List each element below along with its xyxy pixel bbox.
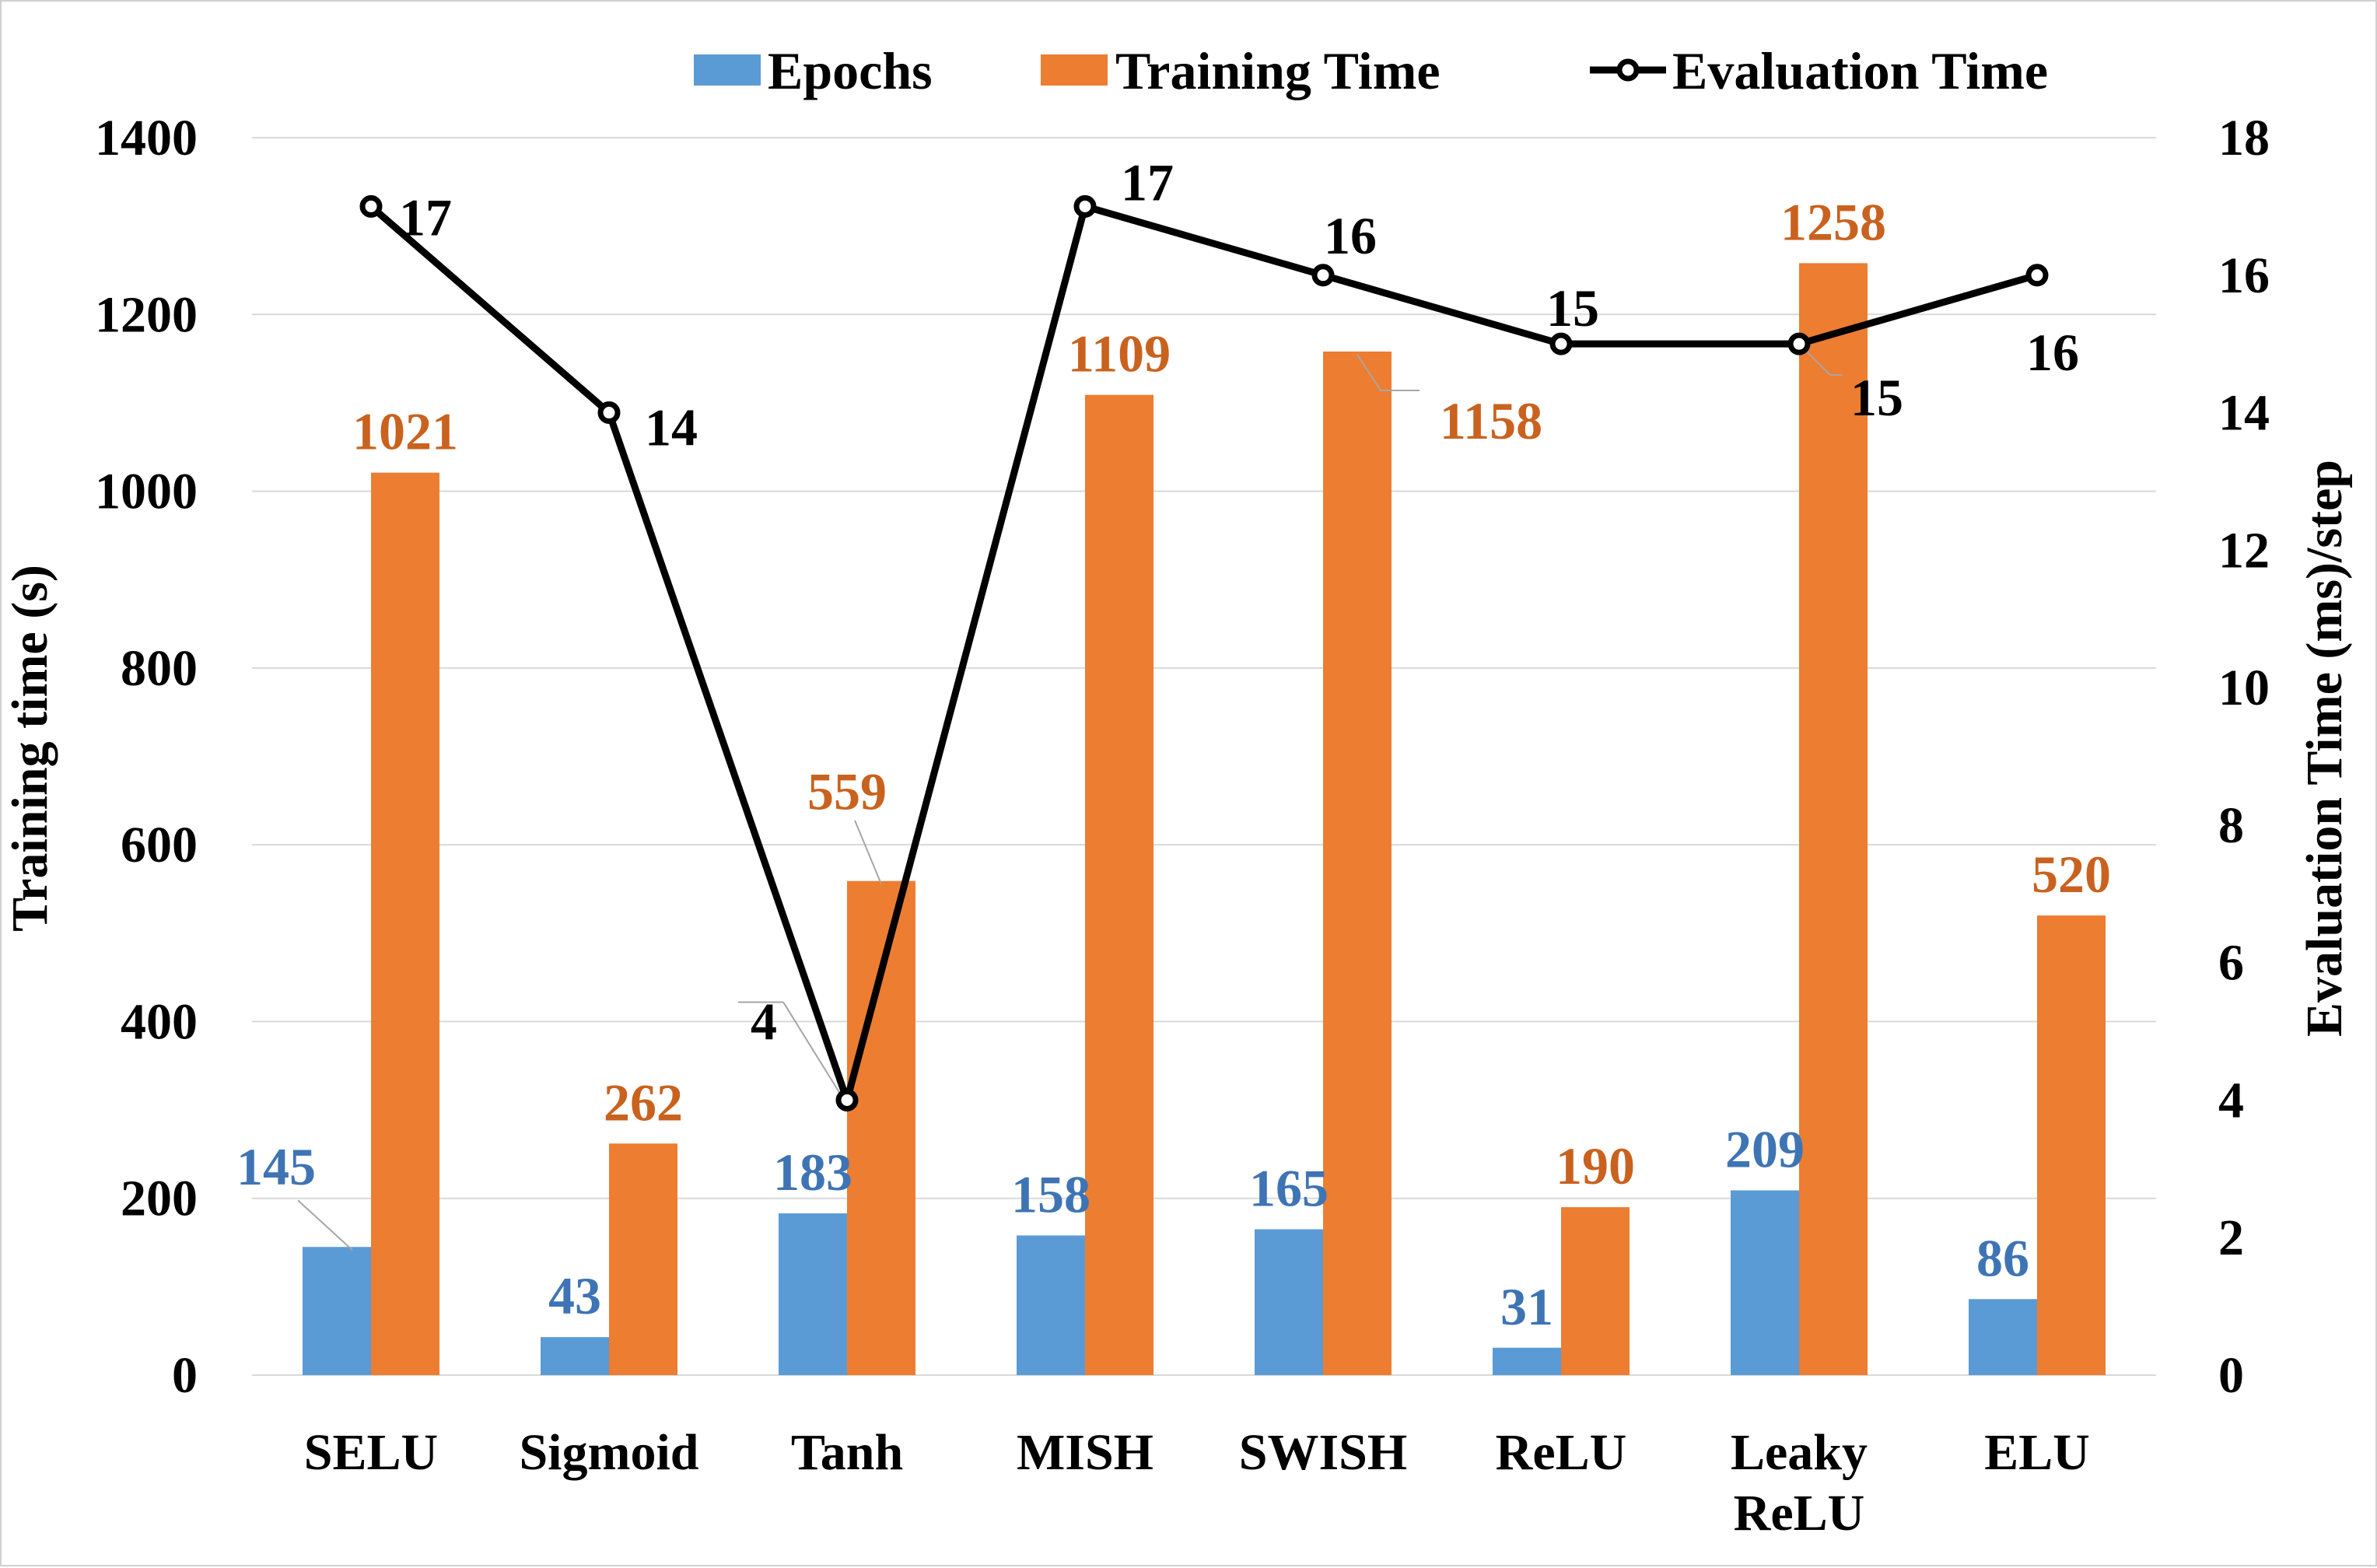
epochs-leader-line — [297, 1199, 353, 1251]
category-label: MISH — [1017, 1424, 1153, 1481]
category-label: SWISH — [1239, 1424, 1407, 1481]
y2-axis-title: Evaluation Time (ms)/step — [2296, 460, 2353, 1037]
category-label: SELU — [304, 1424, 438, 1481]
y2-tick-label: 8 — [2218, 797, 2244, 854]
epochs-bar — [1969, 1299, 2037, 1375]
epochs-data-label: 209 — [1725, 1119, 1805, 1178]
y-tick-label: 1400 — [95, 110, 198, 166]
legend: Epochs Training Time Evaluation Time — [694, 41, 2048, 100]
epochs-data-label: 183 — [773, 1143, 852, 1202]
y2-tick-label: 10 — [2218, 660, 2270, 716]
training-time-bar — [847, 880, 915, 1375]
gridlines — [252, 137, 2156, 1376]
evaluation-time-marker — [1073, 194, 1097, 218]
category-labels: SELU Sigmoid Tanh MISH SWISH ReLU Leaky ReLU ELU — [304, 1424, 2090, 1542]
y2-tick-label: 2 — [2218, 1209, 2244, 1266]
y2-tick-label: 4 — [2218, 1072, 2244, 1129]
evaluation-leader-line — [738, 1001, 840, 1093]
training-time-data-label: 190 — [1556, 1136, 1635, 1195]
evaluation-time-marker — [597, 401, 621, 425]
evaluation-time-marker — [835, 1088, 859, 1111]
y-tick-label: 1200 — [95, 286, 198, 343]
axis-ticks: 0 200 400 600 800 1000 1200 1400 0 2 4 6 8 10 12 14 16 18 — [95, 110, 2270, 1404]
y2-tick-label: 12 — [2218, 522, 2270, 579]
evaluation-time-data-label: 14 — [645, 398, 698, 457]
y-axis-title: Training time (s) — [2, 565, 58, 932]
category-label: Sigmoid — [519, 1424, 698, 1481]
epochs-bar — [779, 1213, 847, 1375]
training-time-bar — [2037, 915, 2106, 1375]
training-time-bar — [1799, 263, 1868, 1376]
y-tick-label: 600 — [121, 817, 198, 873]
legend-swatch-training-time — [1041, 54, 1108, 86]
epochs-bar — [1493, 1347, 1561, 1375]
epochs-bar — [1017, 1235, 1085, 1375]
evaluation-time-line-path — [369, 201, 2039, 1112]
training-time-data-label: 1258 — [1780, 192, 1886, 251]
y2-tick-label: 6 — [2218, 935, 2244, 992]
epochs-data-label: 145 — [236, 1137, 316, 1196]
data-labels: 145 1021 43 262 183 559 158 1109 165 1158 31 190 209… — [236, 152, 2111, 1335]
y-tick-label: 400 — [121, 993, 198, 1050]
training-time-data-label: 1021 — [352, 402, 458, 461]
evaluation-time-data-label: 16 — [2026, 323, 2079, 382]
evaluation-time-data-label: 17 — [1121, 152, 1174, 212]
y2-tick-label: 14 — [2218, 385, 2270, 442]
training-time-leader-line — [854, 820, 882, 885]
evaluation-time-data-label: 4 — [751, 992, 777, 1051]
legend-label-evaluation-time: Evaluation Time — [1672, 41, 2048, 100]
legend-label-training-time: Training Time — [1115, 41, 1441, 100]
y2-tick-label: 0 — [2218, 1347, 2244, 1404]
bars — [303, 263, 2106, 1376]
category-label: Tanh — [791, 1424, 903, 1481]
training-time-bar — [1085, 394, 1153, 1376]
legend-swatch-evaluation-marker — [1616, 58, 1640, 82]
training-time-bar — [1323, 352, 1392, 1375]
evaluation-time-data-label: 15 — [1546, 278, 1599, 338]
training-time-bar — [609, 1143, 677, 1375]
epochs-bar — [541, 1337, 609, 1375]
epochs-bar — [1255, 1229, 1323, 1375]
epochs-data-label: 158 — [1011, 1164, 1090, 1223]
epochs-data-label: 43 — [548, 1266, 601, 1325]
evaluation-time-marker — [2025, 264, 2049, 287]
legend-swatch-epochs — [694, 54, 761, 86]
category-label: ReLU — [1496, 1424, 1627, 1481]
y-tick-label: 800 — [121, 640, 198, 697]
evaluation-time-data-label: 15 — [1850, 368, 1903, 427]
label-leader-lines — [297, 349, 1843, 1251]
training-time-bar — [371, 472, 439, 1375]
y2-tick-label: 18 — [2218, 110, 2270, 166]
training-time-data-label: 559 — [807, 762, 887, 821]
evaluation-time-marker — [1787, 332, 1811, 355]
epochs-data-label: 31 — [1500, 1277, 1553, 1336]
y-tick-label: 1000 — [95, 464, 198, 520]
training-time-bar — [1561, 1207, 1630, 1375]
training-time-data-label: 1109 — [1068, 324, 1171, 383]
epochs-data-label: 165 — [1249, 1158, 1329, 1217]
evaluation-time-line — [359, 194, 2049, 1112]
training-time-data-label: 262 — [604, 1073, 683, 1132]
category-label: ELU — [1984, 1424, 2090, 1481]
training-time-leader-line — [1357, 354, 1420, 392]
legend-label-epochs: Epochs — [768, 41, 933, 100]
evaluation-time-marker — [1311, 264, 1335, 287]
epochs-bar — [1731, 1190, 1799, 1375]
category-label: Leaky ReLU — [1731, 1424, 1868, 1542]
training-time-data-label: 1158 — [1440, 391, 1542, 450]
y-tick-label: 0 — [172, 1347, 198, 1404]
evaluation-leader-line — [1805, 349, 1843, 376]
epochs-bar — [303, 1247, 371, 1375]
y2-tick-label: 16 — [2218, 247, 2270, 304]
evaluation-time-data-label: 17 — [399, 187, 452, 247]
epochs-data-label: 86 — [1976, 1228, 2029, 1287]
evaluation-time-marker — [359, 194, 383, 218]
y-tick-label: 200 — [121, 1171, 198, 1227]
training-time-data-label: 520 — [2032, 845, 2111, 904]
evaluation-time-marker — [1549, 332, 1573, 355]
evaluation-time-data-label: 16 — [1324, 206, 1377, 265]
